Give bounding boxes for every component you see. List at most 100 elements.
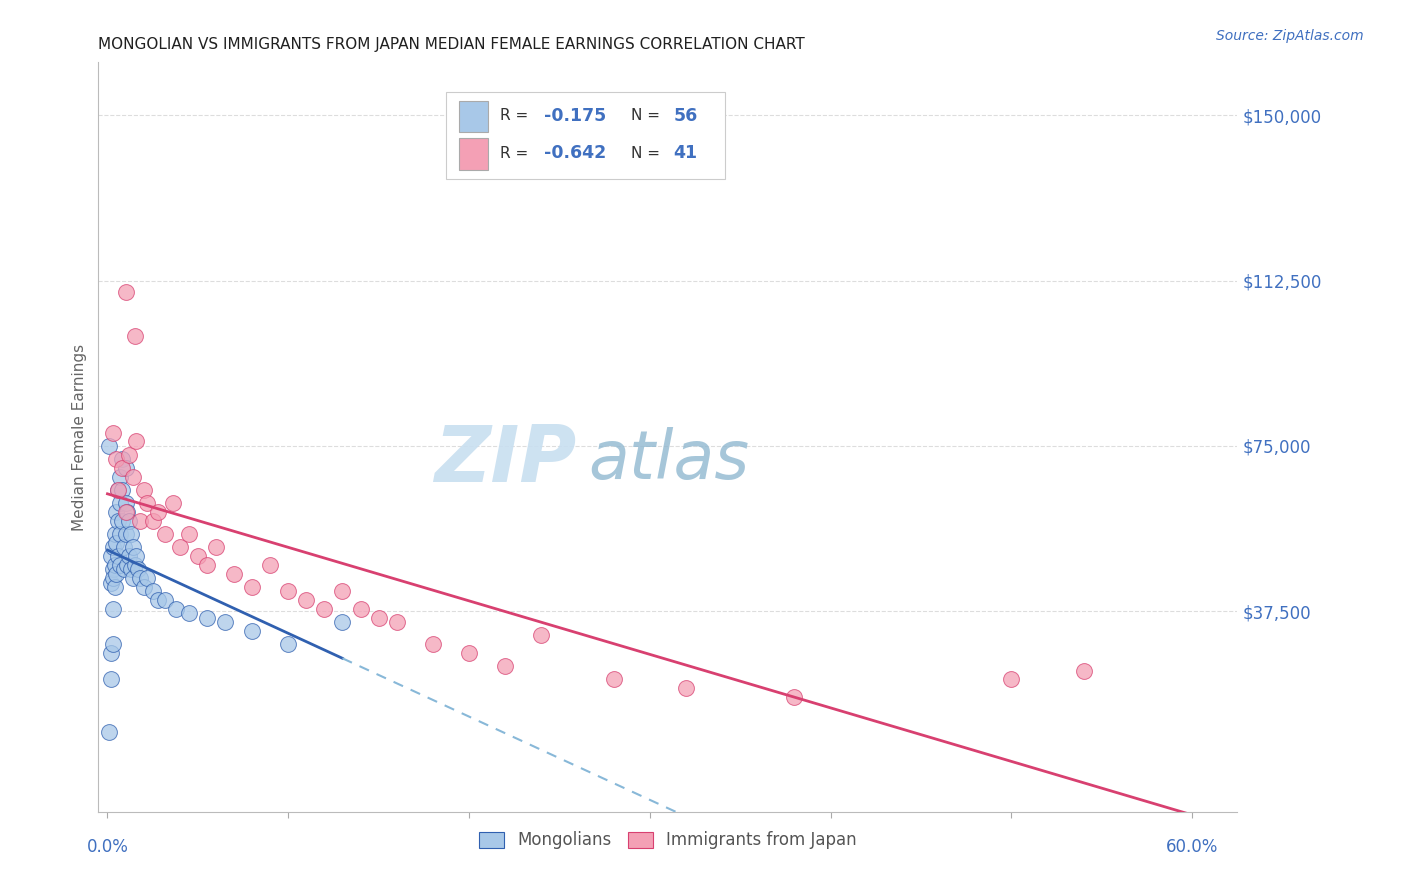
Point: [121, 571, 143, 585]
Point: [101, 637, 124, 651]
Point: [146, 593, 169, 607]
Point: [104, 580, 127, 594]
Point: [108, 527, 131, 541]
FancyBboxPatch shape: [446, 93, 725, 178]
Point: [240, 580, 263, 594]
Point: [259, 558, 281, 572]
Text: 60.0%: 60.0%: [1166, 838, 1218, 856]
Point: [101, 571, 124, 585]
Point: [125, 434, 148, 449]
Point: [101, 425, 124, 440]
Point: [142, 584, 165, 599]
Point: [100, 575, 122, 590]
Point: [187, 549, 209, 563]
Point: [120, 527, 142, 541]
Point: [98, 439, 121, 453]
Point: [105, 566, 128, 581]
Text: ZIP: ZIP: [434, 422, 576, 498]
Point: [240, 624, 263, 638]
Point: [120, 562, 142, 576]
Point: [117, 505, 139, 519]
Point: [101, 602, 124, 616]
Point: [314, 602, 336, 616]
Point: [602, 673, 624, 687]
Text: R =: R =: [501, 108, 533, 123]
Legend: Mongolians, Immigrants from Japan: Mongolians, Immigrants from Japan: [472, 824, 863, 855]
Point: [104, 527, 127, 541]
Point: [155, 527, 177, 541]
Point: [100, 549, 122, 563]
Point: [422, 637, 444, 651]
Point: [105, 536, 128, 550]
Point: [332, 615, 354, 630]
Text: atlas: atlas: [588, 426, 749, 492]
Point: [162, 496, 184, 510]
Point: [118, 549, 141, 563]
Point: [136, 571, 159, 585]
Point: [177, 527, 200, 541]
Text: N =: N =: [631, 145, 665, 161]
Point: [494, 659, 516, 673]
Point: [129, 514, 152, 528]
Point: [112, 562, 135, 576]
Point: [277, 637, 299, 651]
Point: [127, 562, 149, 576]
Point: [165, 602, 187, 616]
Point: [107, 514, 129, 528]
Point: [111, 452, 134, 467]
Point: [132, 580, 155, 594]
Point: [114, 505, 136, 519]
Point: [114, 285, 136, 299]
Point: [349, 602, 371, 616]
Point: [98, 725, 121, 739]
Point: [332, 584, 354, 599]
Point: [121, 469, 143, 483]
Point: [132, 483, 155, 497]
Point: [100, 673, 122, 687]
Point: [1073, 664, 1095, 678]
Point: [177, 607, 200, 621]
Point: [100, 646, 122, 660]
Point: [112, 541, 135, 555]
Point: [169, 541, 191, 555]
Point: [783, 690, 806, 705]
Point: [118, 514, 141, 528]
Point: [108, 558, 131, 572]
Point: [125, 549, 148, 563]
Point: [107, 483, 129, 497]
Point: [105, 505, 128, 519]
Point: [129, 571, 152, 585]
Point: [530, 628, 553, 642]
Point: [114, 527, 136, 541]
Point: [104, 558, 127, 572]
Point: [222, 566, 245, 581]
Point: [124, 328, 146, 343]
Point: [105, 452, 128, 467]
Point: [114, 496, 136, 510]
Point: [146, 505, 169, 519]
Y-axis label: Median Female Earnings: Median Female Earnings: [72, 343, 87, 531]
Point: [142, 514, 165, 528]
Point: [385, 615, 408, 630]
Point: [121, 541, 143, 555]
Point: [136, 496, 159, 510]
Point: [114, 461, 136, 475]
Point: [118, 448, 141, 462]
Point: [277, 584, 299, 599]
Text: MONGOLIAN VS IMMIGRANTS FROM JAPAN MEDIAN FEMALE EARNINGS CORRELATION CHART: MONGOLIAN VS IMMIGRANTS FROM JAPAN MEDIA…: [98, 37, 806, 52]
Point: [195, 558, 218, 572]
Text: 0.0%: 0.0%: [87, 838, 128, 856]
Bar: [460, 138, 488, 169]
Point: [295, 593, 318, 607]
Text: 56: 56: [673, 107, 697, 125]
Bar: [460, 101, 488, 132]
Point: [111, 461, 134, 475]
Point: [101, 541, 124, 555]
Point: [107, 549, 129, 563]
Point: [111, 514, 134, 528]
Text: N =: N =: [631, 108, 665, 123]
Point: [1000, 673, 1022, 687]
Text: -0.175: -0.175: [544, 107, 606, 125]
Point: [367, 611, 389, 625]
Point: [155, 593, 177, 607]
